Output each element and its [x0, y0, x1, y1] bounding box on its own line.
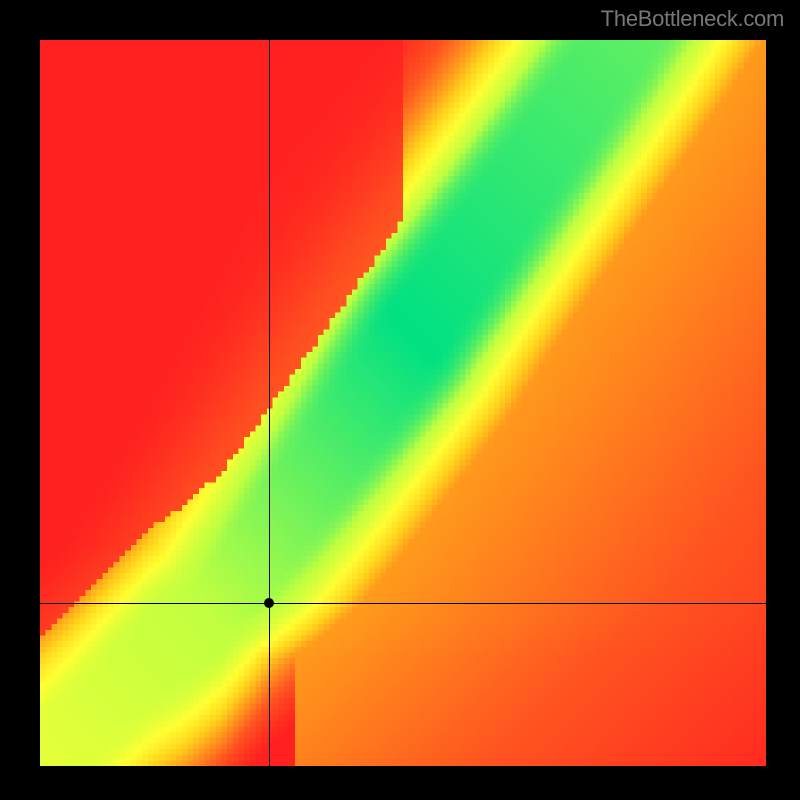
chart-stage: TheBottleneck.com	[0, 0, 800, 800]
watermark-text: TheBottleneck.com	[601, 6, 784, 32]
heatmap-canvas	[40, 40, 766, 766]
marker-dot	[264, 598, 274, 608]
crosshair-horizontal	[40, 603, 766, 604]
crosshair-vertical	[269, 40, 270, 766]
